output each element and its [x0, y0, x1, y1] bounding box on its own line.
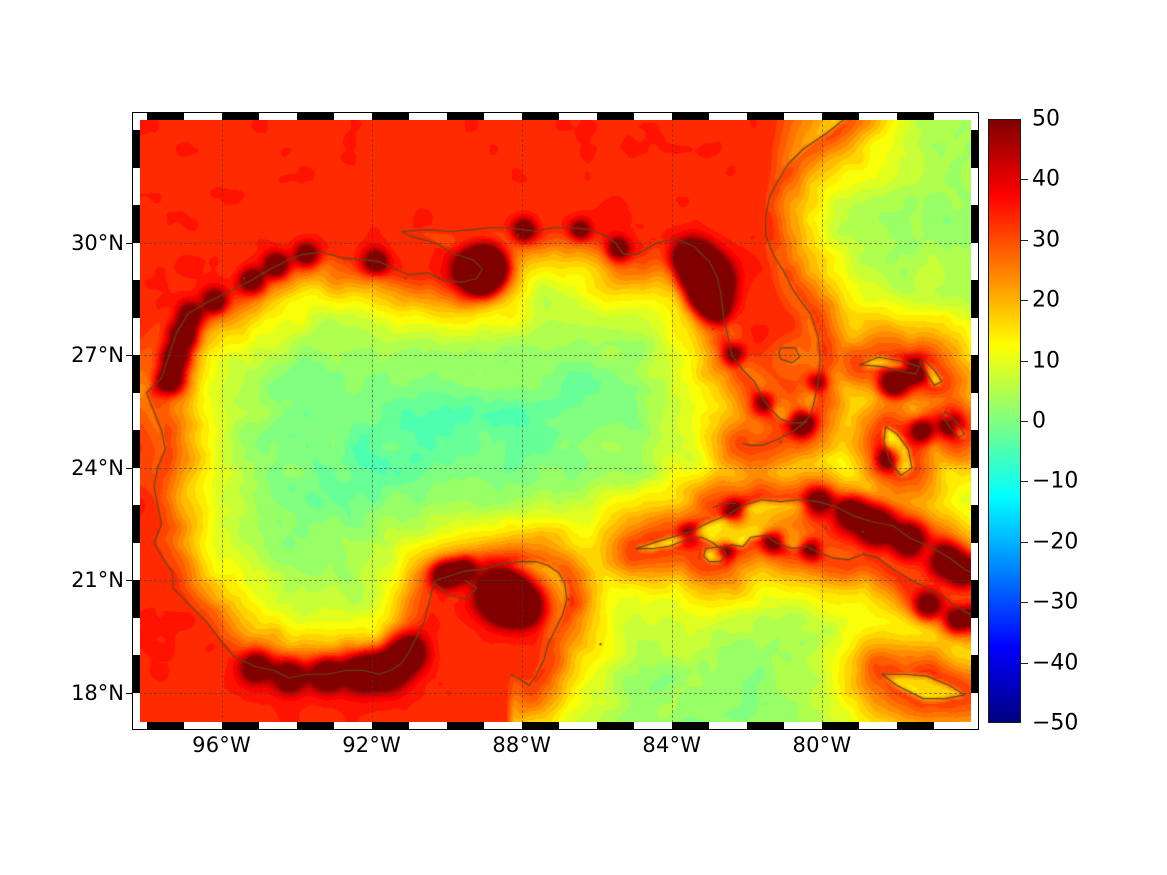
frame-segment: [971, 580, 979, 618]
frame-segment: [971, 280, 979, 318]
colorbar-tick-label: −50: [1032, 710, 1079, 736]
frame-segment: [221, 722, 260, 730]
colorbar-tick-mark: [1021, 360, 1028, 362]
field-raster: [139, 119, 972, 723]
frame-segment: [971, 205, 979, 243]
colorbar-tick-label: 50: [1032, 106, 1060, 132]
colorbar-tick-label: −40: [1032, 650, 1079, 676]
colorbar-tick-label: −30: [1032, 589, 1079, 615]
frame-segment: [746, 112, 785, 120]
frame-segment: [971, 505, 979, 543]
frame-segment: [132, 655, 140, 693]
latitude-tick-label: 21°N: [71, 568, 124, 593]
frame-segment: [221, 112, 260, 120]
latitude-tick-mark: [126, 355, 133, 357]
frame-segment: [896, 112, 935, 120]
longitude-tick-label: 80°W: [792, 733, 852, 757]
latitude-tick-mark: [126, 692, 133, 694]
latitude-tick-label: 18°N: [71, 680, 124, 705]
frame-segment: [446, 112, 485, 120]
latitude-tick-mark: [126, 580, 133, 582]
colorbar-tick-mark: [1021, 239, 1028, 241]
colorbar-tick-mark: [1021, 481, 1028, 483]
frame-segment: [446, 722, 485, 730]
frame-segment: [146, 722, 185, 730]
frame-segment: [371, 112, 410, 120]
frame-segment: [132, 430, 140, 468]
frame-segment: [132, 280, 140, 318]
latitude-tick-label: 30°N: [71, 230, 124, 255]
map-frame-top: [132, 112, 979, 120]
frame-segment: [521, 722, 560, 730]
map-axes[interactable]: [139, 119, 972, 723]
colorbar-tick-mark: [1021, 602, 1028, 604]
frame-segment: [132, 130, 140, 168]
latitude-tick-mark: [126, 467, 133, 469]
colorbar-tick-mark: [1021, 179, 1028, 181]
frame-segment: [671, 722, 710, 730]
frame-segment: [132, 205, 140, 243]
frame-segment: [821, 112, 860, 120]
colorbar-tick-label: 0: [1032, 408, 1046, 434]
frame-segment: [296, 722, 335, 730]
frame-segment: [371, 722, 410, 730]
colorbar-tick-label: 10: [1032, 348, 1060, 374]
scalar-field-heatmap: [139, 119, 972, 723]
colorbar-tick-label: 30: [1032, 227, 1060, 253]
colorbar-tick-mark: [1021, 662, 1028, 664]
frame-segment: [146, 112, 185, 120]
map-frame-right: [971, 112, 979, 730]
colorbar[interactable]: [988, 119, 1021, 723]
latitude-tick-label: 24°N: [71, 455, 124, 480]
colorbar-tick-label: −10: [1032, 468, 1079, 494]
colorbar-tick-mark: [1021, 541, 1028, 543]
colorbar-tick-label: −20: [1032, 529, 1079, 555]
frame-segment: [821, 722, 860, 730]
frame-segment: [596, 722, 635, 730]
colorbar-tick-label: 20: [1032, 287, 1060, 313]
frame-segment: [671, 112, 710, 120]
frame-segment: [971, 130, 979, 168]
frame-segment: [971, 655, 979, 693]
frame-segment: [896, 722, 935, 730]
frame-segment: [132, 355, 140, 393]
longitude-tick-label: 88°W: [492, 733, 552, 757]
longitude-tick-label: 96°W: [192, 733, 251, 757]
colorbar-tick-mark: [1021, 300, 1028, 302]
frame-segment: [971, 430, 979, 468]
frame-segment: [132, 580, 140, 618]
colorbar-tick-label: 40: [1032, 166, 1060, 192]
frame-segment: [596, 112, 635, 120]
colorbar-gradient: [989, 120, 1020, 722]
frame-segment: [971, 355, 979, 393]
frame-segment: [746, 722, 785, 730]
frame-segment: [132, 505, 140, 543]
frame-segment: [521, 112, 560, 120]
colorbar-tick-mark: [1021, 421, 1028, 422]
frame-segment: [296, 112, 335, 120]
latitude-tick-mark: [126, 242, 133, 244]
map-frame-left: [132, 112, 140, 730]
longitude-tick-label: 84°W: [642, 733, 702, 757]
map-frame-bottom: [132, 722, 979, 730]
latitude-tick-label: 27°N: [71, 343, 124, 368]
longitude-tick-label: 92°W: [342, 733, 402, 757]
